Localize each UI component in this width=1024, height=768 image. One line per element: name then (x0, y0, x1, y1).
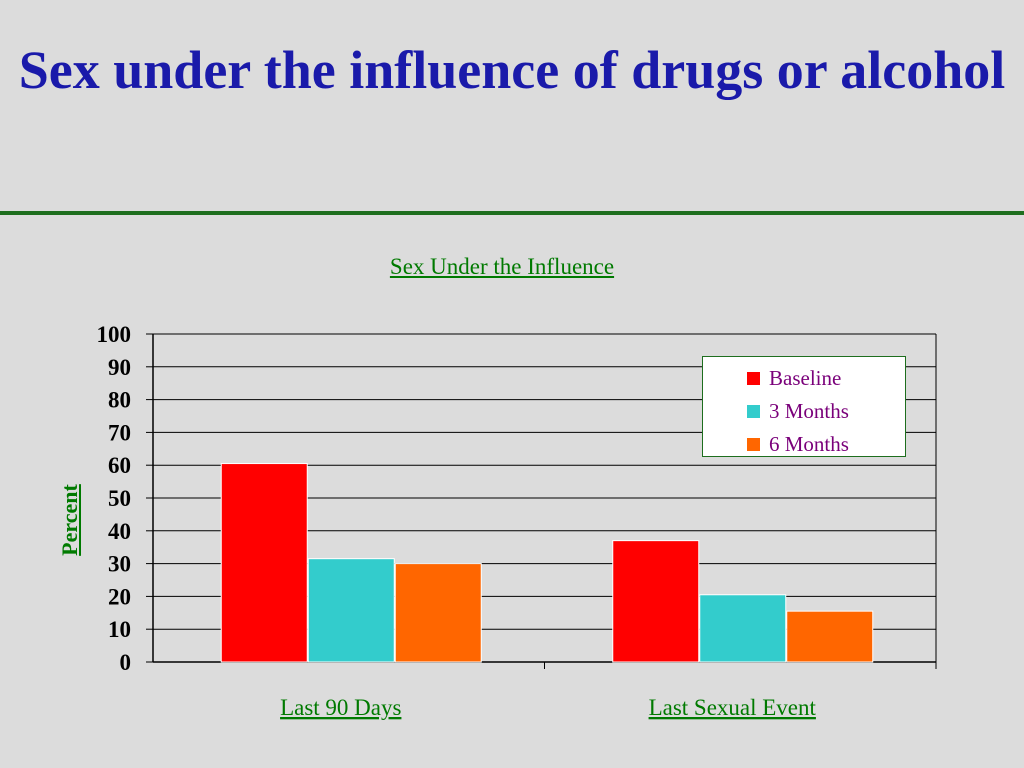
chart-title: Sex Under the Influence (389, 254, 615, 279)
x-category-label: Last 90 Days (280, 695, 401, 720)
legend-item-6-months: 6 Months (747, 430, 849, 458)
y-tick-label: 90 (108, 355, 131, 380)
y-tick-label: 20 (108, 584, 131, 609)
legend: Baseline 3 Months 6 Months (702, 356, 906, 457)
y-tick-label: 80 (108, 388, 131, 413)
title-divider (0, 211, 1024, 215)
legend-swatch-3-months (747, 404, 760, 418)
y-tick-label: 30 (108, 552, 131, 577)
y-tick-label: 40 (108, 519, 131, 544)
y-tick-label: 0 (120, 650, 132, 675)
y-axis-label: Percent (57, 484, 82, 556)
slide-title: Sex under the influence of drugs or alco… (18, 40, 1006, 100)
legend-label-baseline: Baseline (769, 365, 842, 390)
y-axis-label-container: Percent (40, 460, 100, 580)
bar-baseline (220, 463, 308, 663)
legend-item-baseline: Baseline (747, 364, 841, 392)
legend-swatch-baseline (747, 371, 760, 385)
bar-baseline (612, 540, 700, 663)
y-tick-label: 70 (108, 420, 131, 445)
y-tick-label: 10 (108, 617, 131, 642)
legend-label-6-months: 6 Months (769, 431, 849, 456)
y-tick-label: 100 (97, 322, 132, 347)
y-tick-label: 60 (108, 453, 131, 478)
bar-3-months (307, 558, 395, 663)
legend-item-3-months: 3 Months (747, 397, 849, 425)
bar-3-months (699, 594, 787, 663)
x-category-label: Last Sexual Event (649, 695, 817, 720)
bar-6-months (786, 610, 874, 663)
legend-label-3-months: 3 Months (769, 398, 849, 423)
legend-swatch-6-months (747, 437, 760, 451)
y-tick-label: 50 (108, 486, 131, 511)
bar-6-months (394, 563, 482, 663)
